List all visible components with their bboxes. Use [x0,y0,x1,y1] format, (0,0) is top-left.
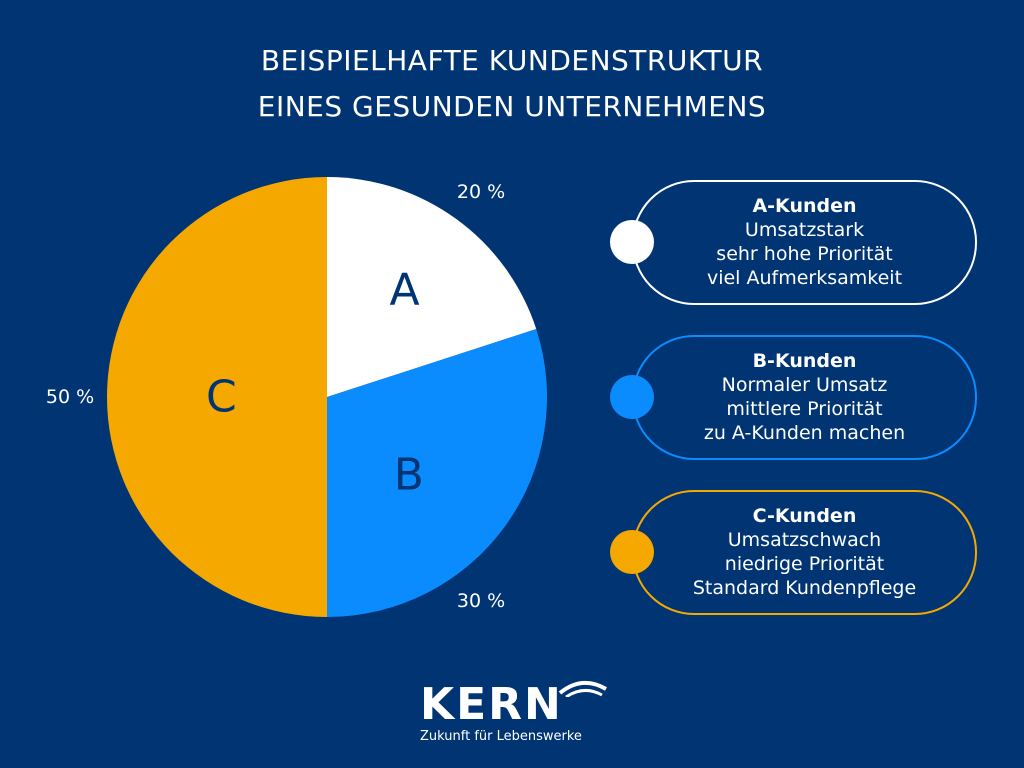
logo-tagline: Zukunft für Lebenswerke [420,729,582,744]
logo-text: KERN [420,679,563,730]
legend-line: Umsatzschwach [727,529,882,551]
title-line-1: BEISPIELHAFTE KUNDENSTRUKTUR [260,44,764,77]
pie-slice-b [327,329,547,617]
slice-percent-label: 50 % [45,386,95,408]
legend-item: C-Kunden Umsatzschwach niedrige Priorität S… [610,490,977,615]
slice-letter: C [206,371,237,423]
legend-line: mittlere Priorität [726,398,883,420]
chart-title: BEISPIELHAFTE KUNDENSTRUKTUR EINES GESUN… [0,38,1024,130]
slice-percent-label: 20 % [456,181,506,203]
legend-dot-icon [610,220,654,264]
pie-slice-c [107,177,327,617]
slice-letter: A [389,264,420,316]
legend-line: Standard Kundenpflege [692,577,917,599]
legend-title: A-Kunden [752,195,857,217]
logo-arc-icon [558,681,608,697]
legend-title: B-Kunden [752,350,857,372]
legend-line: zu A-Kunden machen [703,422,906,444]
kern-logo: KERN Zukunft für Lebenswerke [420,679,610,744]
title-line-2: EINES GESUNDEN UNTERNEHMENS [257,90,767,123]
pie-slice-a [327,177,537,397]
slice-percent-label: 30 % [456,590,506,612]
legend-dot-icon [610,375,654,419]
legend-line: sehr hohe Priorität [716,243,893,265]
legend-line: viel Aufmerksamkeit [706,267,903,289]
legend-title: C-Kunden [752,505,857,527]
legend-dot-icon [610,530,654,574]
legend-item: B-Kunden Normaler Umsatz mittlere Prioritä… [610,335,977,460]
legend-line: niedrige Priorität [724,553,885,575]
legend-item: A-Kunden Umsatzstark sehr hohe Priorität vi… [610,180,977,305]
slice-letter: B [393,449,424,501]
legend-line: Umsatzstark [744,219,865,241]
legend-line: Normaler Umsatz [721,374,888,396]
